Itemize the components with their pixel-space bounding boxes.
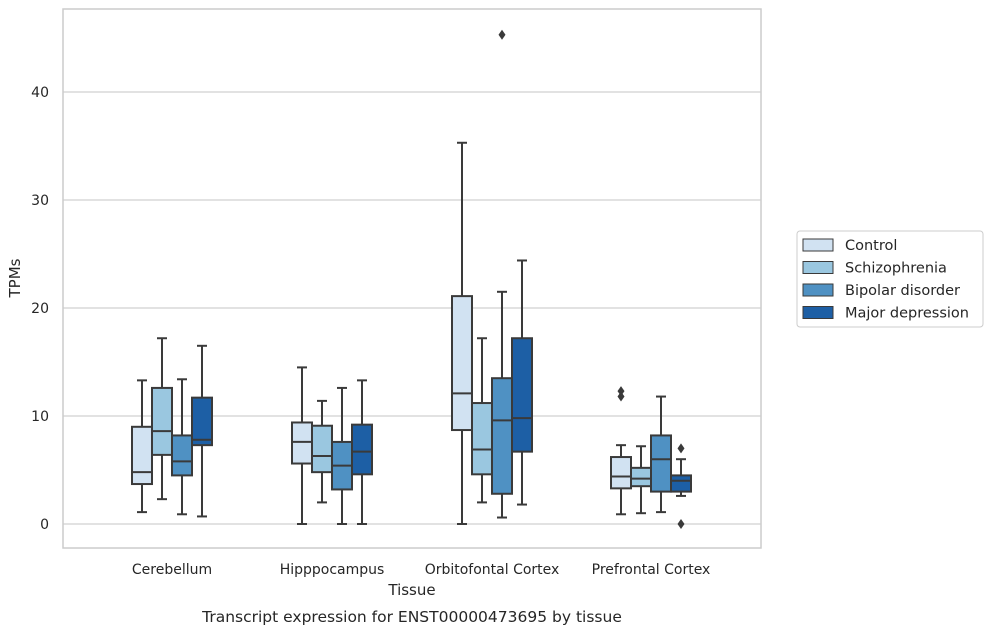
y-tick-label: 10 xyxy=(31,409,49,425)
x-tick-label: Orbitofontal Cortex xyxy=(425,562,560,578)
iqr-box xyxy=(451,295,473,432)
y-tick-label: 40 xyxy=(31,85,49,101)
plot-area-frame xyxy=(62,8,762,549)
legend-swatch xyxy=(802,306,834,319)
iqr-box xyxy=(131,425,153,486)
y-tick-label: 20 xyxy=(31,301,49,317)
iqr-box xyxy=(491,377,513,495)
box-bipolar-disorder xyxy=(331,386,353,525)
legend-label: Major depression xyxy=(845,306,969,322)
legend: Control Schizophrenia Bipolar disorder Majo… xyxy=(796,230,984,328)
box-control xyxy=(451,141,473,525)
box-control xyxy=(131,379,153,514)
x-tick-label: Cerebellum xyxy=(132,562,212,578)
x-tick-labels: Cerebellum Hipppocampus Orbitofontal Corte… xyxy=(132,562,710,578)
iqr-box xyxy=(650,434,672,493)
outlier-point xyxy=(677,519,685,529)
iqr-box xyxy=(171,434,193,477)
box-bipolar-disorder xyxy=(491,29,513,519)
iqr-box xyxy=(610,456,632,490)
iqr-box xyxy=(151,386,173,456)
iqr-box xyxy=(471,402,493,476)
y-tick-label: 30 xyxy=(31,193,49,209)
box-major-depression xyxy=(351,379,373,525)
iqr-box xyxy=(670,474,692,493)
iqr-box xyxy=(191,396,213,447)
y-tick-labels: 0 10 20 30 40 xyxy=(31,85,49,533)
legend-frame xyxy=(796,230,984,328)
outlier-point xyxy=(617,386,625,397)
y-axis-label: TPMs xyxy=(6,258,24,298)
box-schizophrenia xyxy=(151,337,173,501)
box-schizophrenia xyxy=(630,445,652,515)
box-control xyxy=(291,366,313,525)
chart-caption: Transcript expression for ENST0000047369… xyxy=(201,608,622,626)
y-tick-label: 0 xyxy=(40,517,49,533)
box-bipolar-disorder xyxy=(650,395,672,514)
x-tick-label: Hipppocampus xyxy=(280,562,385,578)
legend-swatch xyxy=(802,238,834,252)
iqr-box xyxy=(311,424,333,474)
x-tick-label: Prefrontal Cortex xyxy=(592,562,711,578)
box-major-depression xyxy=(670,443,692,529)
box-control xyxy=(610,386,632,516)
iqr-box xyxy=(291,421,313,465)
legend-label: Bipolar disorder xyxy=(845,283,960,299)
legend-swatch xyxy=(802,261,834,274)
box-major-depression xyxy=(511,259,533,506)
x-axis-label: Tissue xyxy=(387,581,435,599)
outlier-point xyxy=(498,29,506,40)
iqr-box xyxy=(351,423,373,476)
legend-swatch xyxy=(802,283,834,297)
box-bipolar-disorder xyxy=(171,378,193,516)
iqr-box xyxy=(630,466,652,488)
outlier-point xyxy=(677,443,685,454)
iqr-box xyxy=(511,337,533,453)
legend-label: Control xyxy=(845,238,897,254)
box-schizophrenia xyxy=(471,337,493,504)
outlier-point xyxy=(617,391,625,402)
grid-lines xyxy=(63,91,761,525)
boxes xyxy=(131,29,692,529)
legend-label: Schizophrenia xyxy=(845,261,947,277)
box-major-depression xyxy=(191,344,213,518)
